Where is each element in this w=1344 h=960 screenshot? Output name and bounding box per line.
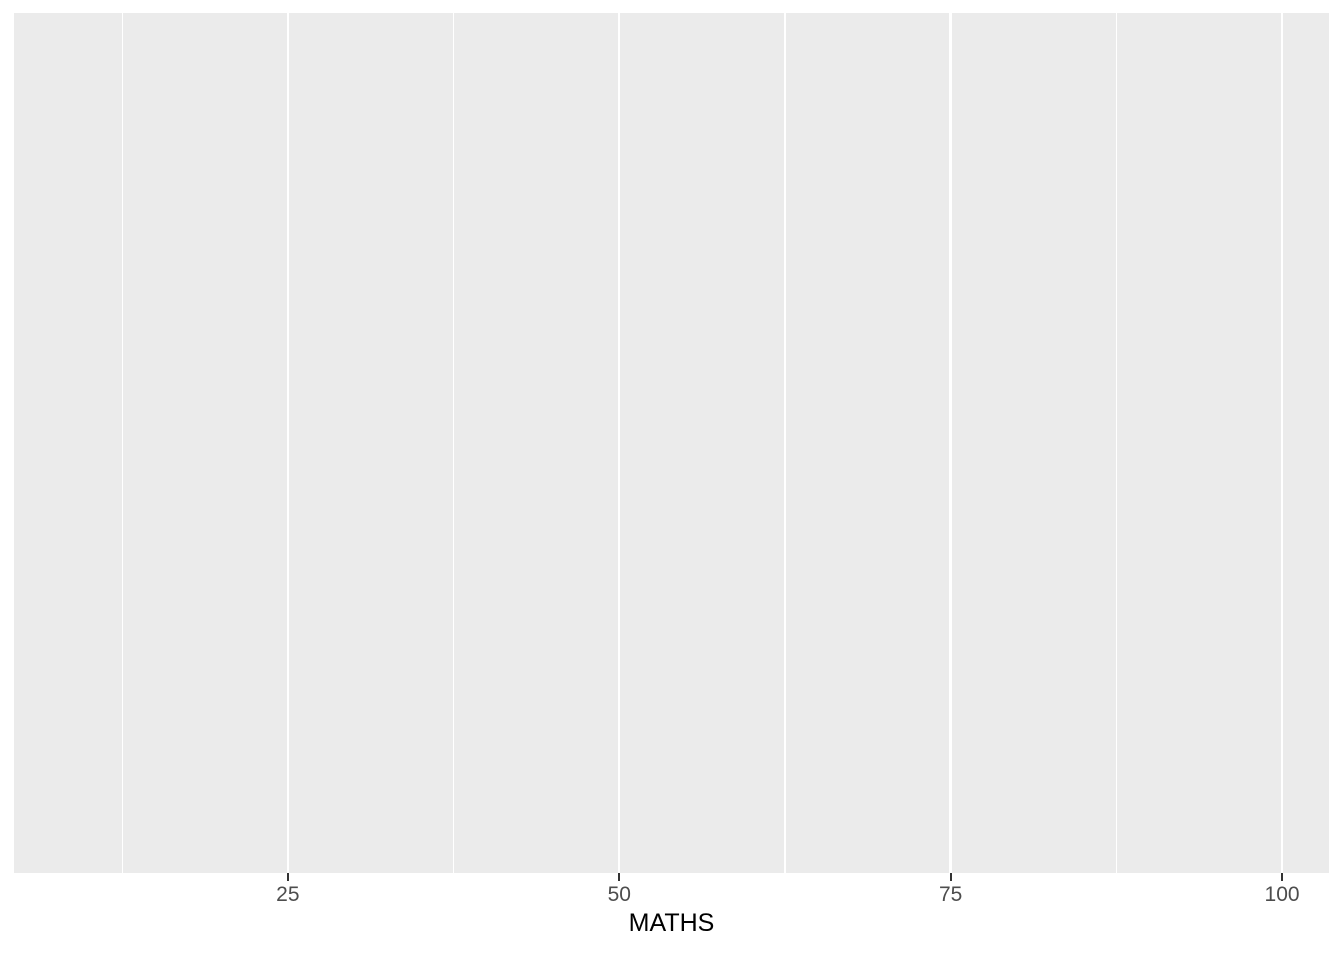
x-major-gridline [286,13,290,873]
x-tick-label: 75 [938,883,963,906]
x-major-gridline [618,13,621,873]
x-tick-mark [618,873,621,881]
x-tick-mark [949,873,952,881]
x-major-gridline [949,13,952,873]
x-tick-label: 25 [276,883,300,906]
x-axis-title: MATHS [628,909,715,937]
x-major-gridline [1280,13,1284,873]
x-minor-gridline [784,13,786,873]
plot-panel [14,13,1329,873]
x-tick-label: 50 [607,883,631,906]
x-minor-gridline [452,13,455,873]
x-tick-mark [1281,873,1284,881]
x-minor-gridline [121,13,123,873]
x-minor-gridline [1115,13,1117,873]
x-tick-mark [286,873,289,881]
x-tick-label: 100 [1264,883,1300,906]
